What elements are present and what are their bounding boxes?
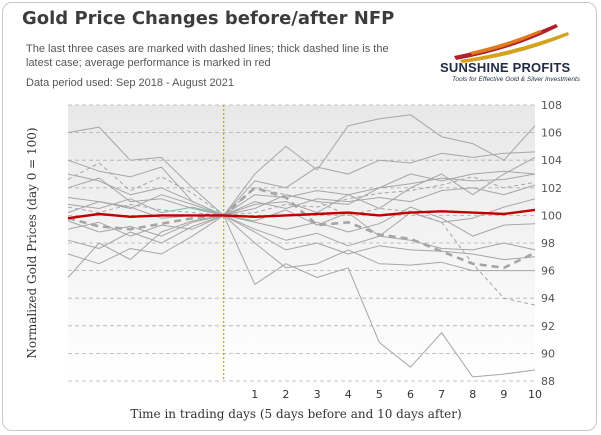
x-tick-label: 9 (500, 388, 507, 401)
history-series-line (67, 214, 536, 261)
chart-subtitle: The last three cases are marked with das… (26, 43, 389, 69)
history-series-line (67, 198, 536, 237)
history-series-line (67, 214, 536, 251)
x-tick-label: 4 (345, 388, 352, 401)
y-tick-label: 98 (541, 237, 555, 250)
logo-tagline: Tools for Effective Gold & Silver Invest… (452, 76, 581, 83)
y-axis-label: Normalized Gold Prices (day 0 = 100) (25, 127, 39, 358)
series-layer (67, 114, 536, 378)
logo-wordmark: SUNSHINE PROFITS (440, 60, 571, 75)
history-series-line (67, 173, 536, 216)
x-tick-label: 3 (314, 388, 321, 401)
history-series-line (67, 214, 536, 378)
x-tick-label: 1 (251, 388, 258, 401)
x-tick-label: 6 (407, 388, 414, 401)
average-line (67, 208, 536, 220)
y-tick-label: 108 (541, 99, 562, 112)
history-series-line (67, 214, 535, 272)
history-series-line (67, 206, 536, 237)
recent-case-line (67, 176, 536, 216)
y-tick-label: 104 (541, 154, 562, 167)
recent-case-line (67, 162, 536, 306)
y-tick-label: 106 (541, 127, 562, 140)
history-series-line (67, 177, 536, 216)
latest-case-line (67, 186, 536, 270)
sunshine-profits-logo (454, 24, 569, 63)
y-axis: 88 90 92 94 96 98 100 102 104 106 108 (541, 99, 562, 388)
y-tick-label: 90 (541, 347, 555, 360)
y-tick-label: 96 (541, 265, 555, 278)
y-tick-label: 88 (541, 375, 555, 388)
y-tick-label: 100 (541, 209, 562, 222)
grid (68, 104, 535, 382)
history-series-line (67, 156, 536, 216)
y-tick-label: 92 (541, 320, 555, 333)
x-tick-label: 7 (438, 388, 445, 401)
logo-swoosh-light (470, 30, 542, 55)
history-series-line (67, 151, 536, 216)
x-axis: 1 2 3 4 5 6 7 8 9 10 (251, 388, 542, 401)
x-tick-label: 10 (528, 388, 542, 401)
logo-swoosh-gold (460, 32, 569, 63)
x-tick-label: 8 (469, 388, 476, 401)
x-tick-label: 2 (282, 388, 289, 401)
x-tick-label: 5 (376, 388, 383, 401)
history-series-line (67, 114, 536, 216)
x-axis-label: Time in trading days (5 days before and … (130, 407, 461, 421)
chart-title: Gold Price Changes before/after NFP (22, 8, 395, 29)
y-tick-label: 94 (541, 292, 555, 305)
data-period: Data period used: Sep 2018 - August 2021 (26, 77, 234, 89)
y-tick-label: 102 (541, 182, 562, 195)
